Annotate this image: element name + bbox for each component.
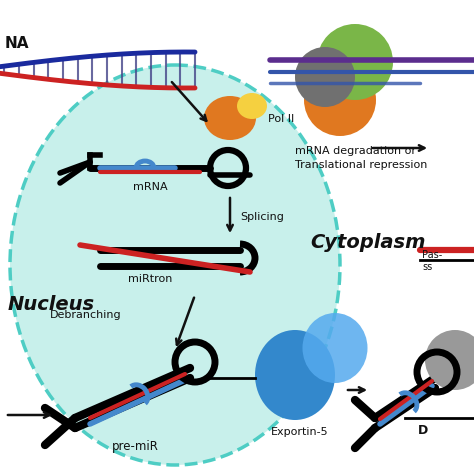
Ellipse shape xyxy=(255,330,335,420)
Text: mRNA: mRNA xyxy=(133,182,167,192)
Text: pre-miR: pre-miR xyxy=(111,440,158,453)
Text: NA: NA xyxy=(5,36,29,51)
Text: mRNA degradation or
Translational repression: mRNA degradation or Translational repres… xyxy=(295,146,428,170)
Text: Splicing: Splicing xyxy=(240,212,284,222)
Text: Exportin-5: Exportin-5 xyxy=(271,427,329,437)
Text: Pol II: Pol II xyxy=(268,114,294,124)
Text: Debranching: Debranching xyxy=(50,310,122,320)
Ellipse shape xyxy=(10,65,340,465)
Circle shape xyxy=(425,330,474,390)
Circle shape xyxy=(295,47,355,107)
Text: Nucleus: Nucleus xyxy=(8,295,95,314)
Circle shape xyxy=(317,24,393,100)
Text: Cytoplasm: Cytoplasm xyxy=(310,233,426,252)
Ellipse shape xyxy=(237,93,267,119)
Ellipse shape xyxy=(204,96,256,140)
Circle shape xyxy=(304,64,376,136)
Ellipse shape xyxy=(302,313,367,383)
Text: D: D xyxy=(418,424,428,437)
Text: Pas-
ss: Pas- ss xyxy=(422,250,442,272)
Text: miRtron: miRtron xyxy=(128,274,172,284)
